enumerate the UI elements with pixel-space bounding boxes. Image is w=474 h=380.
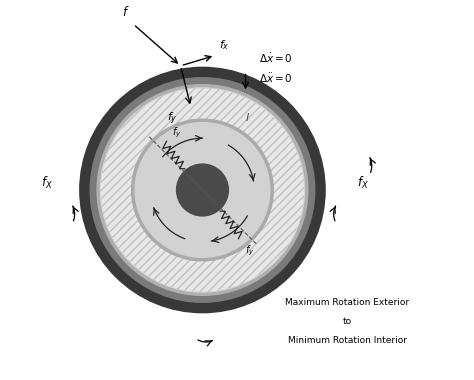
Text: $f_x$: $f_x$ [219, 38, 229, 52]
Circle shape [132, 119, 273, 261]
Text: $f_y$: $f_y$ [172, 126, 182, 140]
Text: to: to [343, 317, 352, 326]
Circle shape [80, 67, 325, 313]
Text: $\Delta\dot{x}=0$: $\Delta\dot{x}=0$ [259, 51, 293, 65]
Circle shape [100, 88, 304, 292]
Circle shape [90, 78, 315, 302]
Text: $l$: $l$ [245, 111, 250, 124]
Circle shape [135, 123, 270, 257]
Text: $\Delta\ddot{x}=0$: $\Delta\ddot{x}=0$ [259, 72, 293, 86]
Text: $f$: $f$ [122, 5, 130, 19]
Wedge shape [100, 88, 304, 292]
Circle shape [97, 85, 308, 295]
Text: Maximum Rotation Exterior: Maximum Rotation Exterior [285, 298, 410, 307]
Circle shape [176, 164, 228, 216]
Text: $f_y$: $f_y$ [245, 243, 254, 258]
Text: Minimum Rotation Interior: Minimum Rotation Interior [288, 336, 407, 345]
Text: $f_X$: $f_X$ [357, 175, 369, 191]
Text: $f_y$: $f_y$ [166, 111, 177, 127]
Text: $f_X$: $f_X$ [41, 175, 53, 191]
